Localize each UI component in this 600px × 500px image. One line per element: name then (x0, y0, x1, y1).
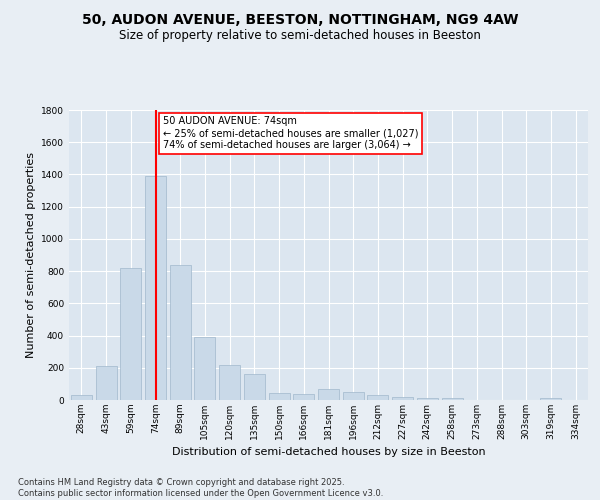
X-axis label: Distribution of semi-detached houses by size in Beeston: Distribution of semi-detached houses by … (172, 448, 485, 458)
Bar (367, 395, 388, 400)
Bar (442, 398, 463, 400)
Text: 50 AUDON AVENUE: 74sqm
← 25% of semi-detached houses are smaller (1,027)
74% of : 50 AUDON AVENUE: 74sqm ← 25% of semi-det… (163, 116, 418, 150)
Bar (318, 388, 339, 400)
Bar (417, 398, 438, 400)
Bar (145, 176, 166, 400)
Bar (343, 392, 364, 400)
Bar (170, 264, 191, 400)
Bar (71, 395, 92, 400)
Bar (244, 374, 265, 400)
Bar (219, 366, 240, 400)
Bar (541, 398, 562, 400)
Bar (392, 397, 413, 400)
Bar (95, 366, 116, 400)
Bar (293, 394, 314, 400)
Text: Size of property relative to semi-detached houses in Beeston: Size of property relative to semi-detach… (119, 29, 481, 42)
Y-axis label: Number of semi-detached properties: Number of semi-detached properties (26, 152, 35, 358)
Bar (269, 393, 290, 400)
Bar (120, 268, 141, 400)
Bar (194, 337, 215, 400)
Text: 50, AUDON AVENUE, BEESTON, NOTTINGHAM, NG9 4AW: 50, AUDON AVENUE, BEESTON, NOTTINGHAM, N… (82, 12, 518, 26)
Text: Contains HM Land Registry data © Crown copyright and database right 2025.
Contai: Contains HM Land Registry data © Crown c… (18, 478, 383, 498)
